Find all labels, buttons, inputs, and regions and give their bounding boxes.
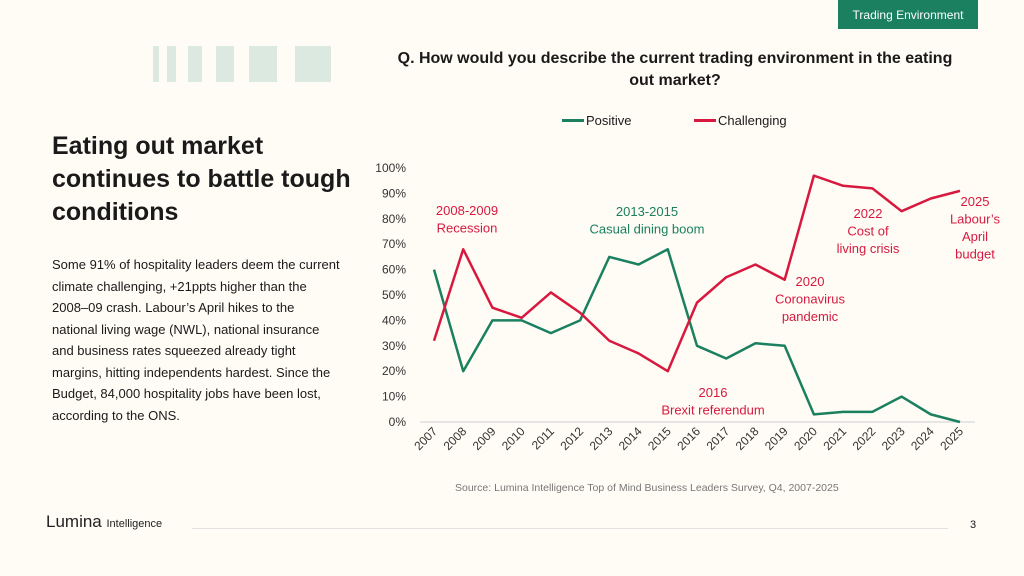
series-line-positive [432, 248, 961, 424]
x-tick-label: 2010 [499, 424, 528, 453]
y-tick-label: 20% [382, 364, 406, 378]
chart-title: Q. How would you describe the current tr… [397, 50, 953, 89]
source-note: Source: Lumina Intelligence Top of Mind … [455, 482, 839, 494]
legend-swatch [562, 119, 584, 122]
x-tick-label: 2008 [441, 424, 470, 453]
annotation-label: 2020 [796, 274, 825, 289]
y-tick-label: 90% [382, 186, 406, 200]
annotation-label: 2008-2009 [436, 203, 498, 218]
x-tick-label: 2017 [704, 424, 733, 453]
annotation-label: 2016 [699, 385, 728, 400]
x-tick-label: 2025 [937, 424, 966, 453]
decorative-bar [216, 46, 234, 82]
annotation-label: 2025 [961, 194, 990, 209]
page-title: Eating out market continues to battle to… [52, 132, 351, 226]
y-tick-label: 10% [382, 390, 406, 404]
x-tick-label: 2016 [674, 424, 703, 453]
annotation-label: budget [955, 247, 995, 262]
x-tick-label: 2011 [529, 424, 557, 452]
y-tick-label: 80% [382, 212, 406, 226]
decorative-bar [153, 46, 159, 82]
annotation-label: Brexit referendum [661, 403, 764, 418]
x-tick-label: 2009 [470, 424, 499, 453]
x-tick-label: 2018 [733, 424, 762, 453]
page-number: 3 [970, 519, 977, 531]
x-tick-label: 2022 [850, 424, 879, 453]
y-tick-label: 50% [382, 288, 406, 302]
logo-main: Lumina [46, 512, 102, 531]
x-tick-label: 2024 [908, 424, 937, 453]
annotation-label: Labour’s [950, 212, 1001, 227]
annotation-label: living crisis [837, 241, 900, 256]
logo-sub: Intelligence [106, 518, 163, 530]
legend-swatch [694, 119, 716, 122]
annotation-label: pandemic [782, 309, 839, 324]
legend-label: Challenging [718, 113, 787, 128]
y-tick-label: 40% [382, 313, 406, 327]
annotation-label: 2022 [854, 206, 883, 221]
x-tick-label: 2012 [557, 424, 586, 453]
section-badge: Trading Environment [838, 0, 978, 29]
legend-positive: Positive [562, 113, 632, 128]
decorative-bar [249, 46, 277, 82]
legend-challenging: Challenging [694, 113, 787, 128]
annotation-label: Recession [437, 221, 498, 236]
y-tick-label: 100% [375, 161, 406, 175]
annotation-label: 2013-2015 [616, 204, 678, 219]
body-text: Some 91% of hospitality leaders deem the… [52, 257, 340, 423]
x-tick-label: 2014 [616, 424, 645, 453]
y-tick-label: 60% [382, 263, 406, 277]
annotation-label: Coronavirus [775, 292, 846, 307]
y-tick-label: 70% [382, 237, 406, 251]
legend-label: Positive [586, 113, 632, 128]
x-tick-label: 2015 [645, 424, 674, 453]
x-tick-label: 2021 [820, 424, 849, 453]
annotation-label: Casual dining boom [590, 222, 705, 237]
x-tick-label: 2023 [879, 424, 908, 453]
footer-divider [192, 528, 948, 529]
logo: Lumina Intelligence [46, 512, 162, 532]
x-tick-label: 2013 [587, 424, 616, 453]
decorative-bar [167, 46, 176, 82]
x-tick-label: 2019 [762, 424, 791, 453]
decorative-bar [188, 46, 202, 82]
x-tick-label: 2007 [411, 424, 440, 453]
annotation-label: Cost of [847, 224, 889, 239]
annotation-label: April [962, 229, 988, 244]
y-tick-label: 0% [389, 415, 407, 429]
y-tick-label: 30% [382, 339, 406, 353]
decorative-bar [295, 46, 331, 82]
x-tick-label: 2020 [791, 424, 820, 453]
